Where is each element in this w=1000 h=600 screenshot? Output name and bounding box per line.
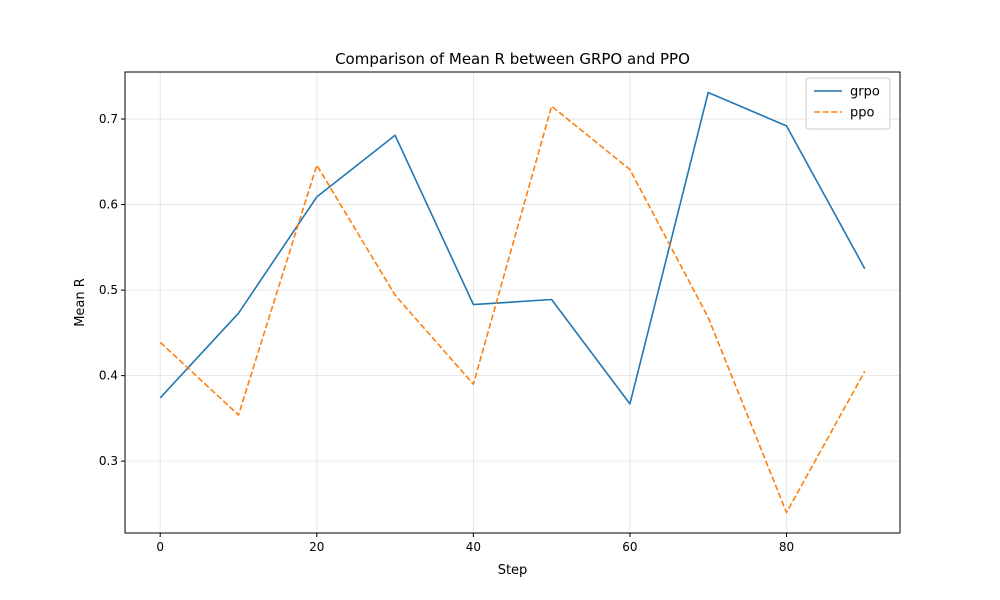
x-axis-label: Step xyxy=(498,563,528,578)
y-tick-label: 0.5 xyxy=(99,283,118,297)
y-axis-label: Mean R xyxy=(73,278,88,327)
legend-label-grpo: grpo xyxy=(850,85,880,100)
x-tick-label: 20 xyxy=(309,540,324,554)
plot-frame xyxy=(124,71,901,534)
legend-label-ppo: ppo xyxy=(850,106,875,121)
axis-ticks: 0 20 40 60 80 0.3 0.4 0.5 0.6 0.7 xyxy=(99,112,794,554)
y-tick-label: 0.4 xyxy=(99,369,118,383)
legend: grpo ppo xyxy=(805,77,891,130)
series-lines xyxy=(159,91,866,514)
x-tick-label: 60 xyxy=(622,540,637,554)
y-tick-label: 0.7 xyxy=(99,112,118,126)
x-tick-label: 40 xyxy=(466,540,481,554)
x-tick-label: 0 xyxy=(156,540,164,554)
y-tick-label: 0.3 xyxy=(99,454,118,468)
series-line-grpo xyxy=(159,91,866,405)
series-line-ppo xyxy=(159,105,866,514)
x-tick-label: 80 xyxy=(779,540,794,554)
y-tick-label: 0.6 xyxy=(99,198,118,212)
chart-title: Comparison of Mean R between GRPO and PP… xyxy=(335,50,690,68)
